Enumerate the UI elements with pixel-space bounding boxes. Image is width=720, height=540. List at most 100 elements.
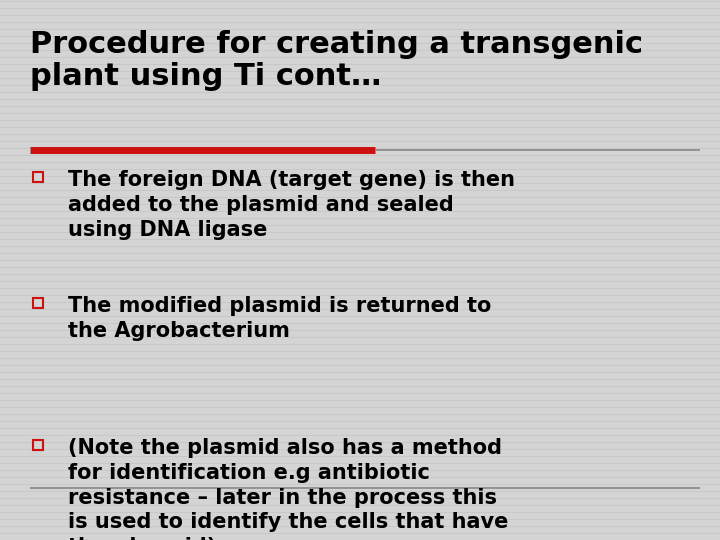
Bar <box>0 282 720 288</box>
Bar <box>0 15 720 16</box>
Bar <box>0 72 720 78</box>
Bar <box>0 421 720 422</box>
Bar <box>0 2 720 8</box>
Bar <box>0 198 720 204</box>
Bar <box>0 428 720 429</box>
Text: The foreign DNA (target gene) is then
added to the plasmid and sealed
using DNA : The foreign DNA (target gene) is then ad… <box>68 170 515 240</box>
Bar <box>0 1 720 2</box>
Bar <box>0 506 720 512</box>
Bar <box>0 380 720 386</box>
Bar <box>0 408 720 414</box>
Bar <box>0 478 720 484</box>
Bar <box>0 407 720 408</box>
Bar <box>0 365 720 366</box>
Bar <box>0 106 720 107</box>
Bar <box>0 37 720 43</box>
Bar <box>0 485 720 491</box>
Bar <box>0 359 720 365</box>
Bar <box>0 58 720 64</box>
Bar <box>0 30 720 36</box>
Bar <box>0 50 720 51</box>
Bar <box>0 337 720 338</box>
Bar <box>0 100 720 106</box>
Bar <box>0 218 720 219</box>
Bar <box>0 491 720 492</box>
Bar <box>0 232 720 233</box>
Bar <box>0 183 720 184</box>
Bar <box>0 484 720 485</box>
Bar <box>0 400 720 401</box>
Bar <box>0 393 720 394</box>
Bar <box>0 169 720 170</box>
Bar <box>0 268 720 274</box>
Bar <box>0 415 720 421</box>
Text: The modified plasmid is returned to
the Agrobacterium: The modified plasmid is returned to the … <box>68 296 491 341</box>
Bar <box>0 8 720 9</box>
Bar <box>0 260 720 261</box>
Text: Procedure for creating a transgenic
plant using Ti cont…: Procedure for creating a transgenic plan… <box>30 30 643 91</box>
Bar <box>0 499 720 505</box>
Bar <box>0 338 720 344</box>
Bar <box>0 422 720 428</box>
Bar <box>0 162 720 163</box>
Bar <box>0 513 720 519</box>
Bar <box>0 43 720 44</box>
Bar <box>0 463 720 464</box>
Bar <box>0 239 720 240</box>
Bar <box>0 121 720 127</box>
Bar <box>0 520 720 526</box>
Bar <box>0 36 720 37</box>
Bar <box>0 79 720 85</box>
Bar <box>0 267 720 268</box>
Bar <box>0 366 720 372</box>
Bar <box>0 512 720 513</box>
Bar <box>0 386 720 387</box>
Bar <box>0 205 720 211</box>
Bar <box>0 379 720 380</box>
Bar <box>33 172 43 182</box>
Bar <box>0 324 720 330</box>
Bar <box>0 155 720 156</box>
Bar <box>0 296 720 302</box>
Bar <box>0 107 720 113</box>
Bar <box>0 191 720 197</box>
Bar <box>0 190 720 191</box>
Bar <box>0 197 720 198</box>
Bar <box>0 450 720 456</box>
Bar <box>0 92 720 93</box>
Bar <box>0 0 720 1</box>
Bar <box>0 372 720 373</box>
Bar <box>0 309 720 310</box>
Bar <box>0 233 720 239</box>
Bar <box>0 114 720 120</box>
Bar <box>0 71 720 72</box>
Bar <box>0 93 720 99</box>
Bar <box>0 275 720 281</box>
Bar <box>33 440 43 450</box>
Bar <box>0 65 720 71</box>
Bar <box>0 526 720 527</box>
Bar <box>0 44 720 50</box>
Bar <box>0 443 720 449</box>
Bar <box>0 414 720 415</box>
Bar <box>0 464 720 470</box>
Bar <box>0 442 720 443</box>
Bar <box>0 373 720 379</box>
Bar <box>0 470 720 471</box>
Bar <box>0 170 720 176</box>
Bar <box>0 184 720 190</box>
Bar <box>0 211 720 212</box>
Bar <box>0 99 720 100</box>
Bar <box>0 226 720 232</box>
Bar <box>0 344 720 345</box>
Bar <box>0 9 720 15</box>
Bar <box>0 85 720 86</box>
Bar <box>0 435 720 436</box>
Text: (Note the plasmid also has a method
for identification e.g antibiotic
resistance: (Note the plasmid also has a method for … <box>68 438 508 540</box>
Bar <box>0 120 720 121</box>
Bar <box>0 436 720 442</box>
Bar <box>0 225 720 226</box>
Bar <box>0 240 720 246</box>
Bar <box>0 134 720 135</box>
Bar <box>0 401 720 407</box>
